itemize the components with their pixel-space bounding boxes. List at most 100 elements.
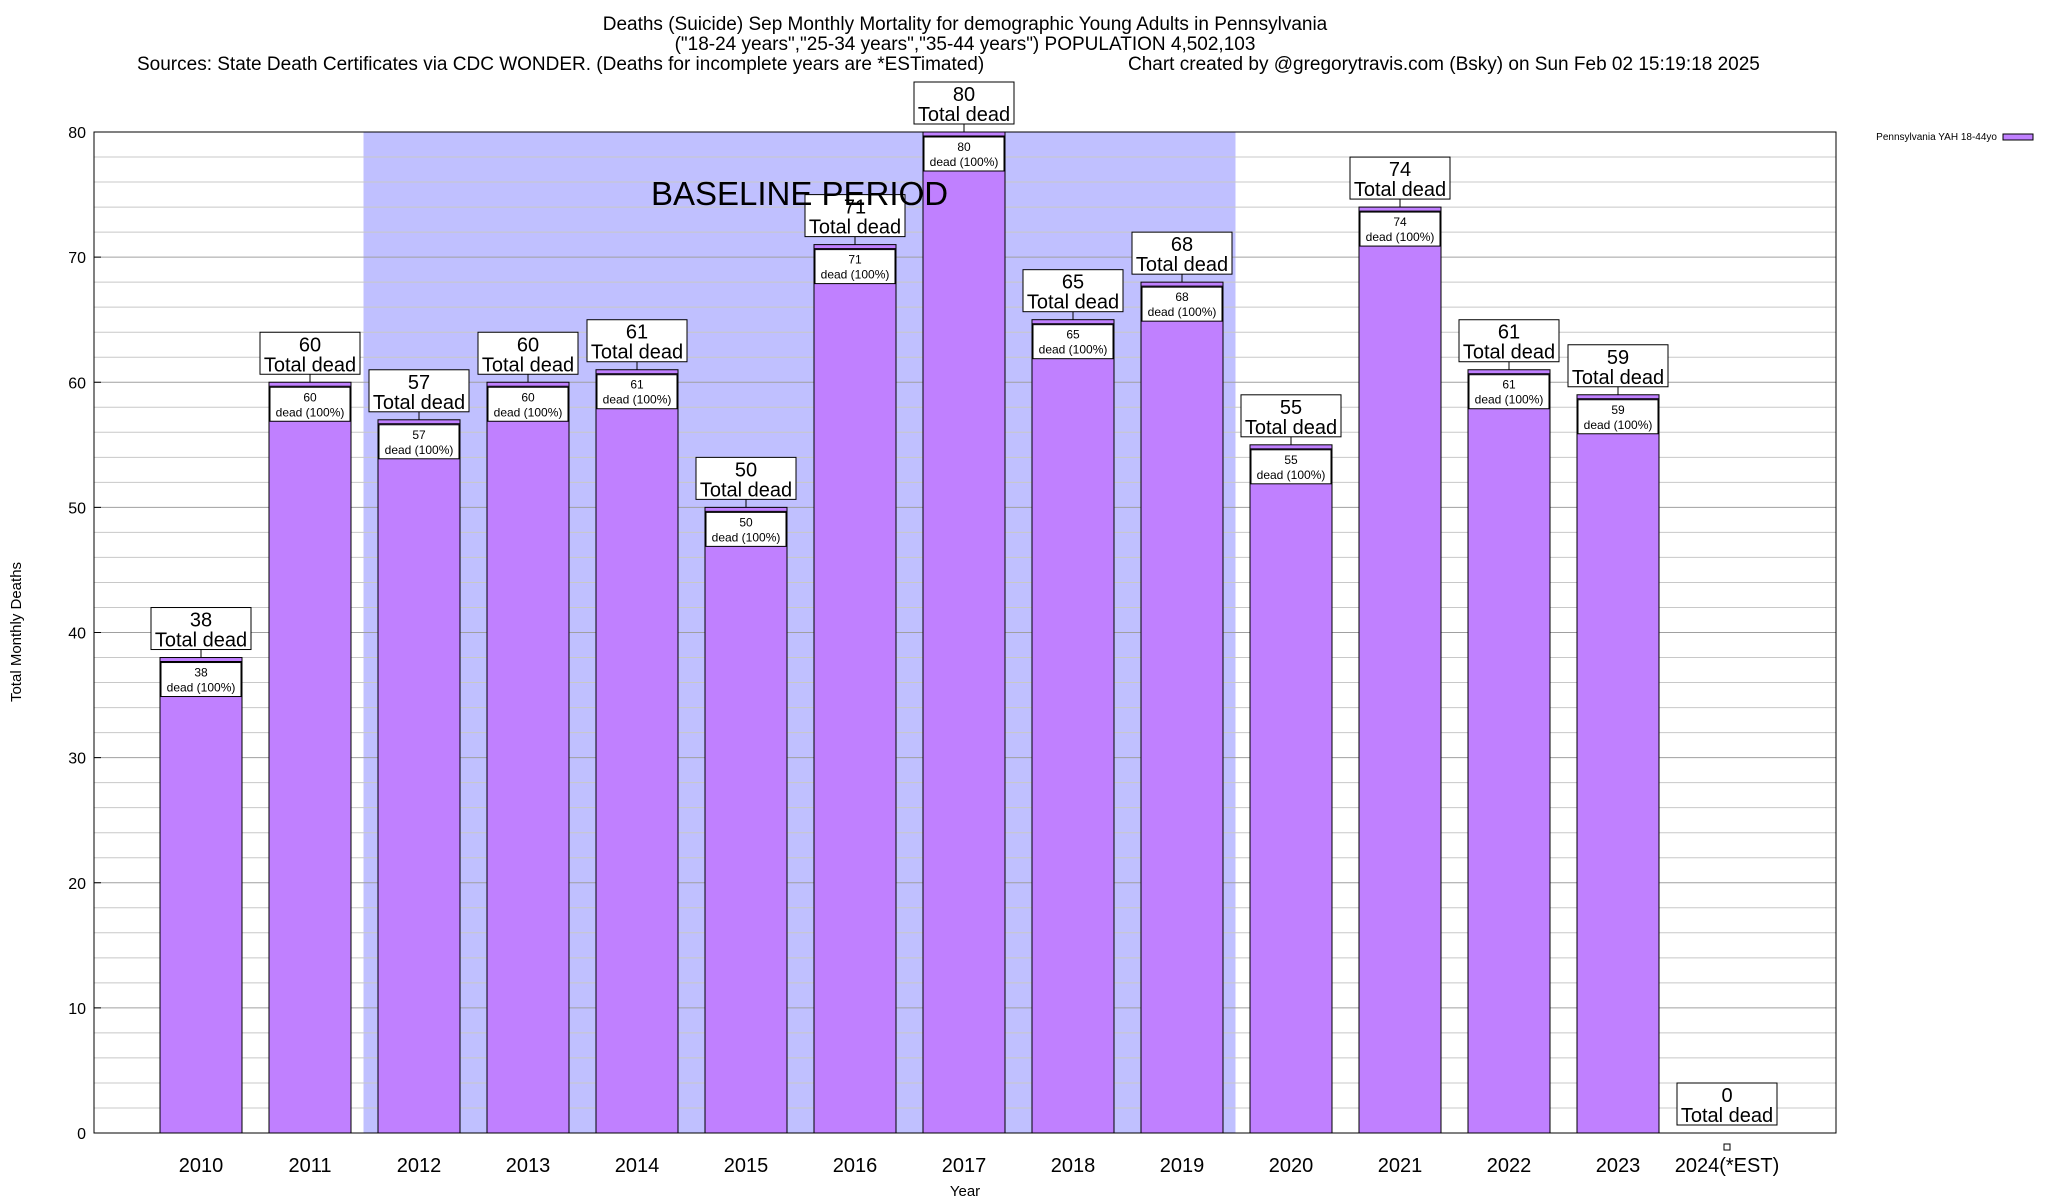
inner-label-value: 65 <box>1066 328 1080 342</box>
inner-label-box <box>487 386 569 422</box>
total-label-text: Total dead <box>1463 342 1555 364</box>
bar <box>268 381 352 1134</box>
inner-label-box <box>923 136 1005 172</box>
total-label-value: 59 <box>1607 347 1629 369</box>
total-label-value: 61 <box>626 322 648 344</box>
inner-label-value: 59 <box>1611 403 1625 417</box>
total-label-box <box>1676 1082 1778 1126</box>
bar <box>595 369 679 1134</box>
inner-label-box <box>269 386 351 422</box>
inner-label-value: 60 <box>303 390 317 404</box>
inner-label-text: dead (100%) <box>276 405 345 419</box>
total-label-text: Total dead <box>700 479 792 501</box>
inner-label-box <box>1250 449 1332 485</box>
total-label-text: Total dead <box>373 392 465 414</box>
x-tick-label: 2021 <box>1378 1155 1423 1177</box>
inner-label-text: dead (100%) <box>167 681 236 695</box>
total-label-text: Total dead <box>918 104 1010 126</box>
total-label-value: 60 <box>517 334 539 356</box>
legend-swatch <box>2002 133 2034 141</box>
total-label-value: 71 <box>844 197 866 219</box>
total-label-text: Total dead <box>264 354 356 376</box>
inner-label-text: dead (100%) <box>1039 343 1108 357</box>
legend: Pennsylvania YAH 18-44yo <box>1876 132 2034 143</box>
bar <box>813 244 897 1134</box>
y-axis-label: Total Monthly Deaths <box>8 562 25 702</box>
inner-label-text: dead (100%) <box>385 443 454 457</box>
total-label-text: Total dead <box>1245 417 1337 439</box>
total-label-box <box>913 81 1015 125</box>
total-label-text: Total dead <box>591 342 683 364</box>
inner-label-text: dead (100%) <box>930 155 999 169</box>
legend-label: Pennsylvania YAH 18-44yo <box>1876 132 1997 143</box>
inner-label-value: 57 <box>412 428 426 442</box>
inner-label-box <box>1032 324 1114 360</box>
bar <box>377 419 461 1134</box>
inner-label-value: 74 <box>1393 215 1407 229</box>
inner-label-box <box>1468 374 1550 410</box>
inner-label-value: 71 <box>848 253 862 267</box>
inner-label-value: 50 <box>739 515 753 529</box>
bar <box>1467 369 1551 1134</box>
inner-label-box <box>378 424 460 460</box>
x-tick-label: 2018 <box>1051 1155 1096 1177</box>
total-label-text: Total dead <box>1572 367 1664 389</box>
y-tick-label: 30 <box>68 751 86 768</box>
total-label-box <box>804 194 906 238</box>
x-tick-label: 2019 <box>1160 1155 1205 1177</box>
x-tick-label: 2013 <box>506 1155 551 1177</box>
total-label-text: Total dead <box>155 630 247 652</box>
x-tick-label: 2012 <box>397 1155 442 1177</box>
inner-label-box <box>160 662 242 698</box>
inner-label-box <box>814 249 896 285</box>
inner-label-value: 55 <box>1284 453 1298 467</box>
chart-credit: Chart created by @gregorytravis.com (Bsk… <box>1128 54 1760 75</box>
inner-label-text: dead (100%) <box>1584 418 1653 432</box>
x-tick-label: 2010 <box>179 1155 224 1177</box>
chart-subtitle: ("18-24 years","25-34 years","35-44 year… <box>674 34 1256 55</box>
total-label-box <box>1567 344 1669 388</box>
inner-label-value: 60 <box>521 390 535 404</box>
bar <box>486 381 570 1134</box>
x-axis-label: Year <box>950 1183 980 1200</box>
total-label-box <box>1022 269 1124 313</box>
baseline-period-label: BASELINE PERIOD <box>651 175 948 212</box>
inner-label-box <box>596 374 678 410</box>
y-tick-label: 50 <box>68 500 86 517</box>
inner-label-text: dead (100%) <box>821 268 890 282</box>
inner-label-box <box>1577 399 1659 435</box>
inner-label-text: dead (100%) <box>1148 305 1217 319</box>
total-label-text: Total dead <box>1027 292 1119 314</box>
total-label-box <box>150 607 252 651</box>
chart-title: Deaths (Suicide) Sep Monthly Mortality f… <box>602 14 1328 35</box>
total-label-value: 57 <box>408 372 430 394</box>
bar <box>1576 394 1660 1134</box>
total-label-box <box>1240 394 1342 438</box>
bar <box>922 131 1006 1134</box>
x-tick-label: 2024(*EST) <box>1675 1155 1780 1177</box>
inner-label-value: 80 <box>957 140 971 154</box>
y-tick-label: 20 <box>68 876 86 893</box>
total-label-value: 60 <box>299 334 321 356</box>
total-label-value: 74 <box>1389 159 1411 181</box>
y-tick-label: 10 <box>68 1001 86 1018</box>
inner-label-box <box>705 511 787 547</box>
bar <box>1358 206 1442 1134</box>
total-label-value: 68 <box>1171 234 1193 256</box>
zero-marker <box>1723 1143 1731 1151</box>
bar <box>1140 281 1224 1134</box>
y-tick-label: 40 <box>68 626 86 643</box>
total-label-value: 50 <box>735 459 757 481</box>
bar <box>1031 319 1115 1134</box>
total-label-value: 38 <box>190 610 212 632</box>
inner-label-text: dead (100%) <box>1257 468 1326 482</box>
total-label-box <box>368 369 470 413</box>
x-tick-label: 2020 <box>1269 1155 1314 1177</box>
total-label-box <box>695 456 797 500</box>
inner-label-value: 38 <box>194 666 208 680</box>
y-tick-label: 70 <box>68 250 86 267</box>
x-tick-label: 2014 <box>615 1155 660 1177</box>
inner-label-text: dead (100%) <box>1475 393 1544 407</box>
x-tick-label: 2017 <box>942 1155 987 1177</box>
